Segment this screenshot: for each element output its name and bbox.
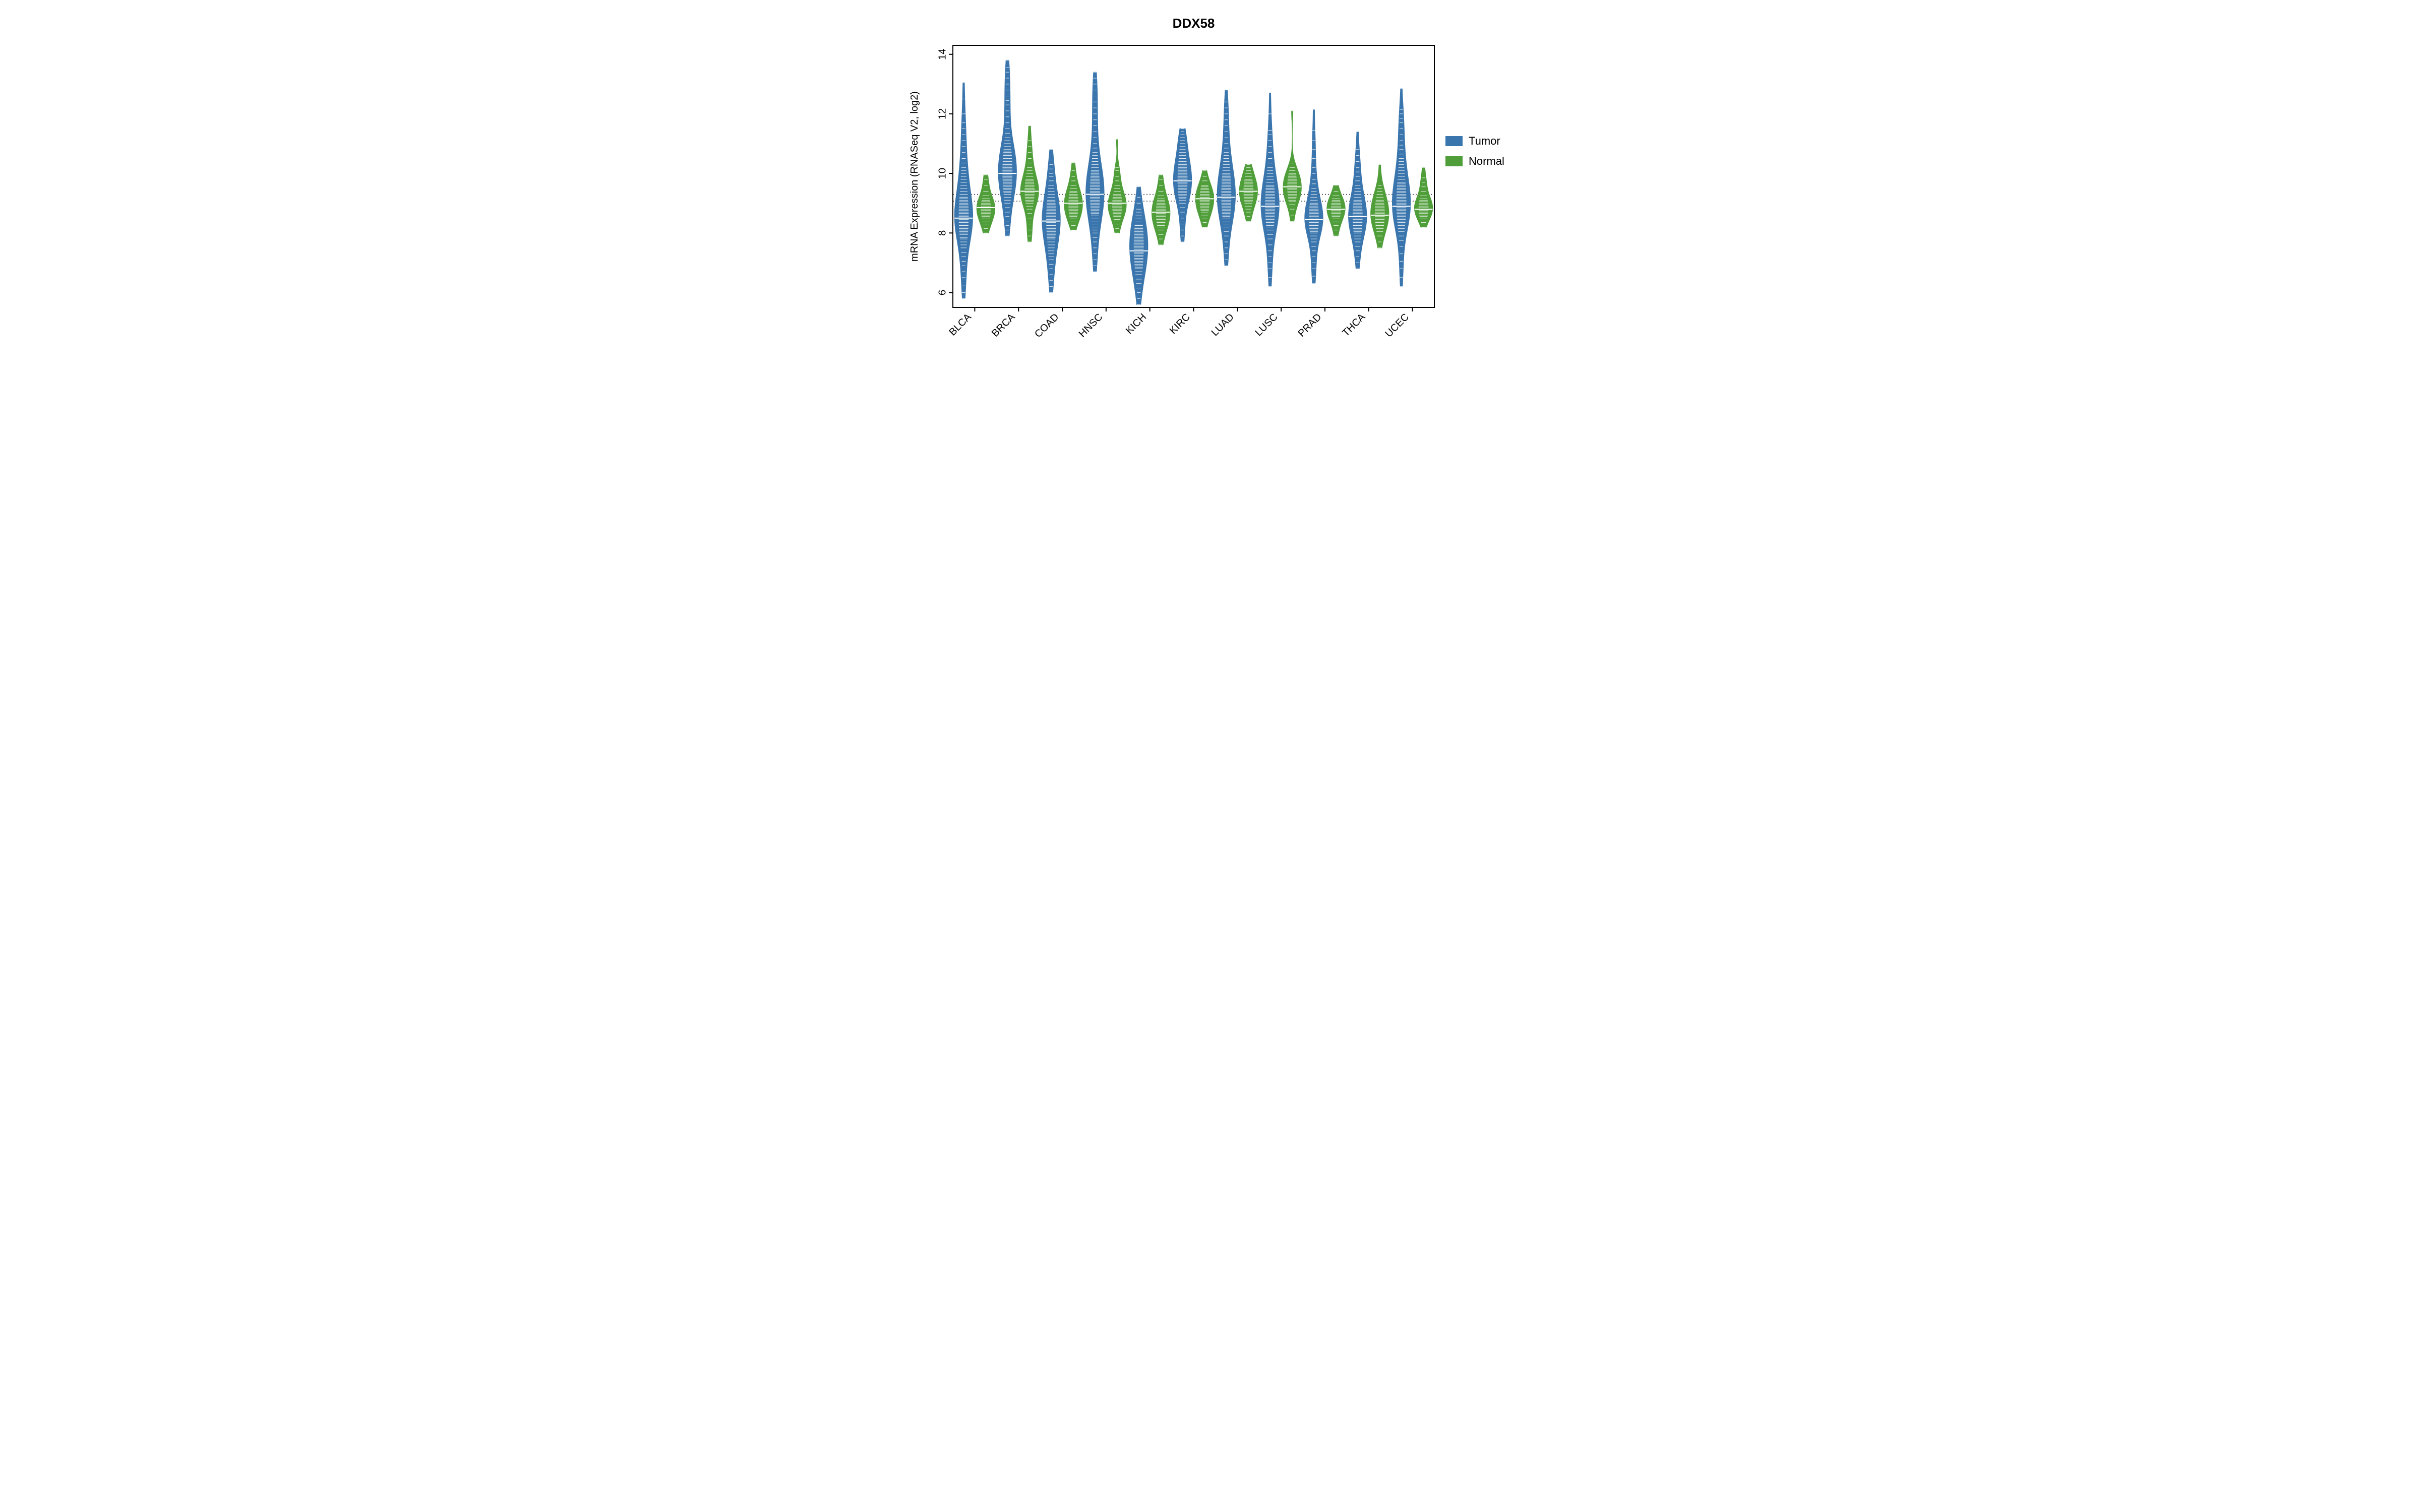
xtick-label: PRAD <box>1296 311 1324 339</box>
legend-label: Normal <box>1469 155 1504 167</box>
xtick-label: HNSC <box>1077 311 1105 340</box>
xtick-label: THCA <box>1340 311 1368 339</box>
category-group <box>1261 93 1301 287</box>
ytick-label: 8 <box>937 230 948 236</box>
legend: Tumor Normal <box>1445 135 1504 167</box>
category-group <box>998 60 1039 242</box>
bean-violin-normal <box>1064 163 1082 230</box>
xtick-label: BRCA <box>990 311 1017 339</box>
bean-violin-normal <box>1108 139 1126 233</box>
category-group <box>1174 129 1214 242</box>
ytick-label: 12 <box>937 108 948 119</box>
category-group <box>1305 109 1345 284</box>
xtick-label: KICH <box>1124 311 1148 336</box>
category-group <box>1086 72 1126 272</box>
category-group <box>1349 132 1389 269</box>
category-group <box>1217 90 1257 266</box>
bean-violin-tumor <box>1305 109 1323 284</box>
bean-violin-tumor <box>954 83 973 298</box>
legend-swatch <box>1445 156 1463 166</box>
ytick-label: 14 <box>937 49 948 60</box>
category-group <box>954 83 995 298</box>
xtick-label: BLCA <box>947 311 974 338</box>
xtick-label: LUSC <box>1253 311 1280 338</box>
xtick-label: COAD <box>1033 311 1061 340</box>
legend-label: Tumor <box>1469 135 1500 147</box>
category-group <box>1393 89 1433 287</box>
chart-title: DDX58 <box>1173 16 1215 31</box>
ytick-label: 6 <box>937 290 948 295</box>
bean-violin-tumor <box>1130 187 1148 304</box>
category-group <box>1042 150 1082 293</box>
y-axis-label: mRNA Expression (RNASeq V2, log2) <box>909 91 920 262</box>
chart-stage: DDX58 6 8 10 12 14 mRNA Expression (RNASeq V2,… <box>887 0 1533 403</box>
xtick-label: LUAD <box>1209 311 1236 338</box>
legend-swatch <box>1445 136 1463 146</box>
xtick-label: KIRC <box>1168 311 1192 336</box>
ytick-label: 10 <box>937 168 948 179</box>
xtick-label: UCEC <box>1383 311 1411 340</box>
beanplot-svg: DDX58 6 8 10 12 14 mRNA Expression (RNASeq V2,… <box>887 0 1533 403</box>
bean-violin-tumor <box>998 60 1016 236</box>
